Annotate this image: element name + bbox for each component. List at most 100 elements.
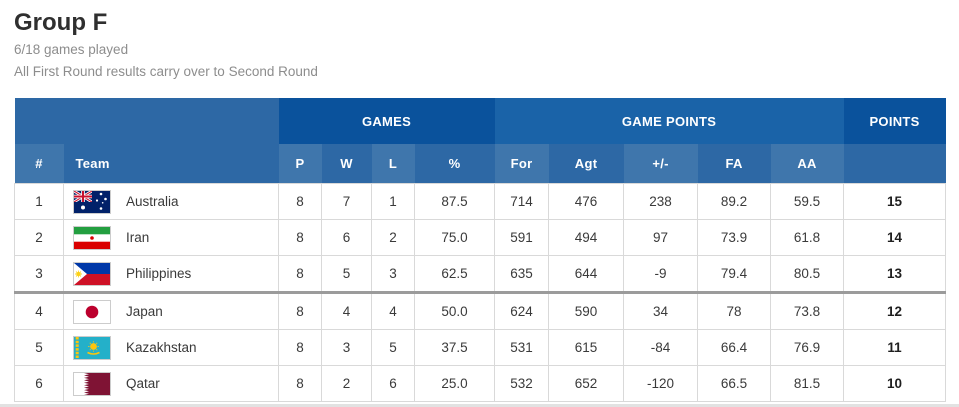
- aa-cell: 80.5: [770, 255, 845, 293]
- fa-cell: 66.4: [697, 329, 772, 366]
- aa-cell: 73.8: [770, 291, 845, 330]
- wins-cell: 2: [321, 365, 372, 402]
- col-header-rank: #: [14, 144, 64, 184]
- points-for-cell: 532: [494, 365, 550, 402]
- team-name: Philippines: [126, 266, 192, 281]
- points-cell: 15: [843, 183, 947, 220]
- played-cell: 8: [278, 183, 322, 220]
- wins-cell: 7: [321, 183, 372, 220]
- col-header-fa: FA: [697, 144, 771, 184]
- philippines-flag-icon: [73, 261, 111, 286]
- col-header-for: For: [494, 144, 549, 184]
- iran-flag-icon: [73, 225, 111, 250]
- diff-cell: -84: [623, 329, 699, 366]
- col-header-against: Agt: [548, 144, 624, 184]
- losses-cell: 4: [371, 291, 415, 330]
- aa-cell: 81.5: [770, 365, 845, 402]
- fa-cell: 73.9: [697, 219, 772, 256]
- rank-cell: 5: [14, 329, 64, 366]
- points-for-cell: 635: [494, 255, 550, 293]
- aa-cell: 61.8: [770, 219, 845, 256]
- pct-cell: 62.5: [413, 255, 496, 293]
- points-against-cell: 590: [548, 291, 625, 330]
- australia-flag-icon: [73, 189, 111, 214]
- rank-cell: 6: [14, 365, 64, 402]
- points-cell: 14: [843, 219, 947, 256]
- losses-cell: 5: [371, 329, 415, 366]
- group-header-points: POINTS: [843, 98, 946, 144]
- games-played-subtitle: 6/18 games played: [14, 42, 129, 57]
- aa-cell: 59.5: [770, 183, 845, 220]
- fa-cell: 79.4: [697, 255, 772, 293]
- team-name: Australia: [126, 194, 179, 209]
- rank-cell: 2: [14, 219, 64, 256]
- points-against-cell: 615: [548, 329, 625, 366]
- col-header-pct: %: [414, 144, 495, 184]
- table-row-kazakhstan: 5 Kazakhstan 8 3 5 37: [14, 329, 947, 366]
- table-row-iran: 2 Iran 8 6 2 75.0 591 494 97 73.9 61.: [14, 219, 947, 256]
- points-for-cell: 714: [494, 183, 550, 220]
- losses-cell: 6: [371, 365, 415, 402]
- wins-cell: 5: [321, 255, 372, 293]
- played-cell: 8: [278, 255, 322, 293]
- played-cell: 8: [278, 329, 322, 366]
- points-against-cell: 652: [548, 365, 625, 402]
- group-header-row: GAMES GAME POINTS POINTS: [14, 98, 946, 144]
- table-row-australia: 1: [14, 183, 947, 220]
- group-header-spacer: [14, 98, 279, 144]
- fa-cell: 66.5: [697, 365, 772, 402]
- team-cell: Kazakhstan: [63, 329, 279, 366]
- team-name: Japan: [126, 304, 163, 319]
- points-for-cell: 624: [494, 291, 550, 330]
- points-cell: 12: [843, 291, 947, 330]
- fa-cell: 89.2: [697, 183, 772, 220]
- points-against-cell: 476: [548, 183, 625, 220]
- qatar-flag-icon: [73, 371, 111, 396]
- team-cell: Australia: [63, 183, 279, 220]
- team-cell: Qatar: [63, 365, 279, 402]
- carry-over-note: All First Round results carry over to Se…: [14, 64, 318, 79]
- group-header-games: GAMES: [278, 98, 495, 144]
- points-cell: 13: [843, 255, 947, 293]
- points-cell: 11: [843, 329, 947, 366]
- japan-flag-icon: [73, 299, 111, 324]
- points-against-cell: 644: [548, 255, 625, 293]
- diff-cell: 238: [623, 183, 699, 220]
- col-header-losses: L: [371, 144, 415, 184]
- col-header-points-spacer: [843, 144, 946, 184]
- group-header-game-points: GAME POINTS: [494, 98, 844, 144]
- standings-table: GAMES GAME POINTS POINTS # Team P W L % …: [14, 98, 947, 402]
- kazakhstan-flag-icon: [73, 335, 111, 360]
- wins-cell: 6: [321, 219, 372, 256]
- col-header-aa: AA: [770, 144, 844, 184]
- column-header-row: # Team P W L % For Agt +/- FA AA: [14, 144, 946, 184]
- pct-cell: 37.5: [413, 329, 496, 366]
- pct-cell: 75.0: [413, 219, 496, 256]
- col-header-played: P: [278, 144, 322, 184]
- team-name: Kazakhstan: [126, 340, 197, 355]
- points-for-cell: 531: [494, 329, 550, 366]
- pct-cell: 50.0: [413, 291, 496, 330]
- page-title: Group F: [14, 9, 108, 36]
- team-name: Qatar: [126, 376, 160, 391]
- wins-cell: 4: [321, 291, 372, 330]
- team-name: Iran: [126, 230, 150, 245]
- losses-cell: 2: [371, 219, 415, 256]
- pct-cell: 25.0: [413, 365, 496, 402]
- diff-cell: 97: [623, 219, 699, 256]
- rank-cell: 3: [14, 255, 64, 293]
- diff-cell: -120: [623, 365, 699, 402]
- rank-cell: 1: [14, 183, 64, 220]
- team-cell: Japan: [63, 291, 279, 330]
- played-cell: 8: [278, 365, 322, 402]
- points-cell: 10: [843, 365, 947, 402]
- played-cell: 8: [278, 219, 322, 256]
- aa-cell: 76.9: [770, 329, 845, 366]
- col-header-diff: +/-: [623, 144, 698, 184]
- table-row-qatar: 6 Qatar 8 2 6 25.0 532 652 -120 66.5 81.…: [14, 365, 947, 402]
- points-against-cell: 494: [548, 219, 625, 256]
- played-cell: 8: [278, 291, 322, 330]
- rank-cell: 4: [14, 291, 64, 330]
- team-cell: Philippines: [63, 255, 279, 293]
